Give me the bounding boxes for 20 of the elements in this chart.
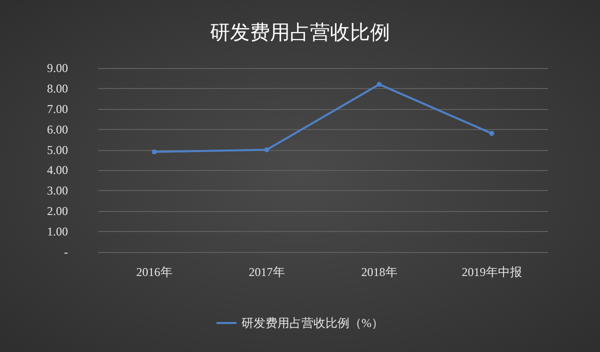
y-tick-label: 7.00 [47, 102, 68, 116]
legend-label: 研发费用占营收比例（%） [242, 316, 384, 330]
y-tick-label: 8.00 [47, 81, 68, 96]
y-tick-label: 6.00 [47, 122, 68, 136]
x-tick-label: 2017年 [248, 265, 285, 279]
y-tick-label: - [64, 245, 68, 259]
point [264, 147, 270, 152]
y-tick-label: 3.00 [47, 184, 68, 198]
y-tick-label: 1.00 [47, 224, 68, 239]
x-tick-label: 2016年 [136, 265, 172, 279]
x-tick-label: 2018年 [361, 265, 398, 279]
y-tick-label: 2.00 [47, 204, 68, 218]
chart-title: 研发费用占营收比例 [210, 22, 390, 44]
y-tick-label: 5.00 [47, 142, 68, 157]
point [376, 82, 382, 87]
y-tick-label: 9.00 [47, 61, 68, 75]
y-tick-label: 4.00 [47, 163, 68, 178]
point [489, 130, 494, 136]
point [152, 149, 157, 154]
x-tick-label: 2019年中报 [462, 265, 522, 279]
